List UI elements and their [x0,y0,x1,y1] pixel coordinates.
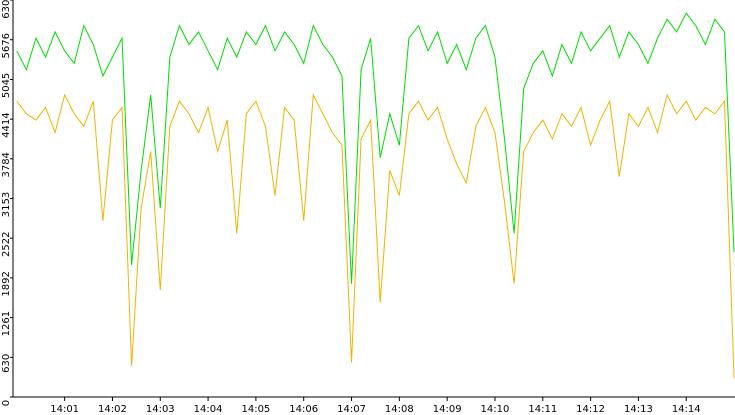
line-series [16,12,735,284]
y-tick-label: 3784 [1,152,12,177]
x-tick-label: 14:13 [624,404,653,415]
x-tick-label: 14:05 [241,404,270,415]
x-tick-label: 14:09 [433,404,462,415]
x-tick-label: 14:01 [50,404,79,415]
x-tick-label: 14:14 [672,404,701,415]
y-tick-label: 5676 [1,33,12,58]
y-tick-label: 630 [1,354,12,373]
y-tick-label: 5045 [1,73,12,98]
x-tick-label: 14:08 [385,404,414,415]
x-tick-label: 14:11 [528,404,557,415]
line-series [16,93,735,379]
y-tick-label: 4414 [1,112,12,137]
x-tick-label: 14:07 [337,404,366,415]
y-tick-label: 3153 [1,192,12,217]
y-tick-label: 2522 [1,232,12,257]
y-tick-label: 1892 [1,271,12,296]
y-tick-label: 0 [1,400,12,406]
x-tick-label: 14:12 [576,404,605,415]
x-tick-label: 14:04 [194,404,223,415]
y-tick-label: 1261 [1,311,12,336]
y-tick-label: 6307 [1,0,12,19]
x-tick-label: 14:03 [146,404,175,415]
x-tick-label: 14:10 [481,404,510,415]
x-tick-label: 14:06 [289,404,318,415]
x-tick-label: 14:02 [98,404,127,415]
